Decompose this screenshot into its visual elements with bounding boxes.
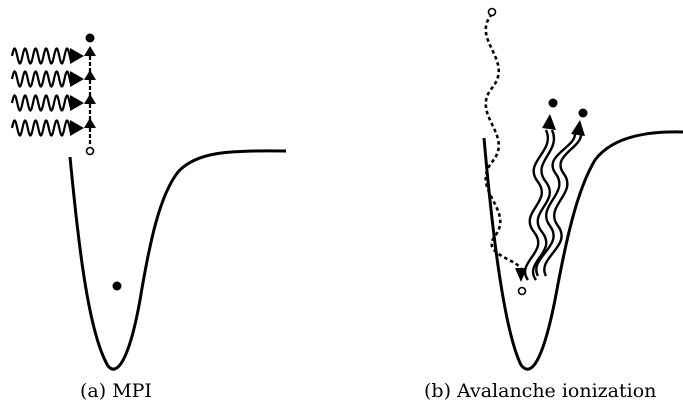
excited-electron-path-2-outline bbox=[543, 133, 583, 277]
free-electron-a bbox=[85, 33, 95, 43]
photon-arrowhead-3 bbox=[70, 95, 84, 111]
incoming-electron-path bbox=[484, 13, 523, 271]
photon-4 bbox=[10, 119, 73, 137]
hole-b bbox=[517, 286, 527, 296]
ionized-electron-2 bbox=[578, 108, 588, 118]
photon-1 bbox=[10, 47, 73, 65]
photon-2 bbox=[10, 70, 73, 88]
photon-arrowhead-1 bbox=[70, 48, 84, 64]
photon-arrowhead-4 bbox=[70, 120, 84, 136]
excited-electron-path-1-outline bbox=[531, 129, 556, 281]
photon-group-a bbox=[10, 47, 84, 137]
excited-arrowhead-1 bbox=[542, 114, 556, 130]
ionized-electron-1 bbox=[548, 98, 558, 108]
excited-electron-path-1 bbox=[523, 129, 549, 281]
potential-well-b bbox=[482, 130, 683, 371]
hole-a bbox=[85, 146, 95, 156]
potential-well-a bbox=[68, 149, 287, 371]
caption-mpi: (a) MPI bbox=[80, 380, 152, 402]
photon-3 bbox=[10, 94, 73, 112]
excited-electron-path-2 bbox=[535, 133, 577, 277]
electron-excitation-arrows bbox=[84, 46, 96, 144]
excited-arrowhead-2 bbox=[571, 120, 585, 136]
photon-arrowhead-2 bbox=[70, 71, 84, 87]
bound-electron-a bbox=[112, 281, 122, 291]
caption-avalanche: (b) Avalanche ionization bbox=[424, 380, 657, 402]
panel-avalanche bbox=[482, 7, 683, 371]
panel-mpi bbox=[10, 33, 287, 371]
start-point bbox=[487, 7, 497, 17]
